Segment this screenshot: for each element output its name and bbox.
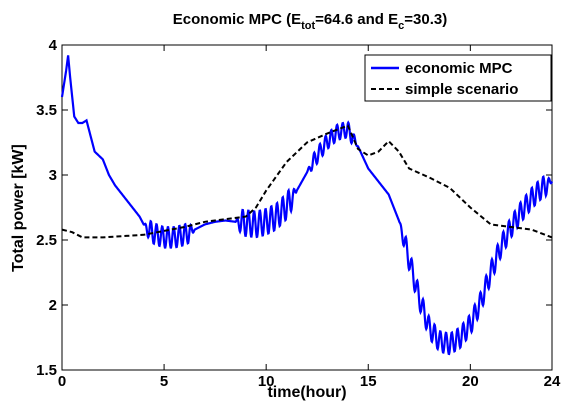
legend-box [364,54,552,102]
title-mid: =64.6 and E [315,11,398,28]
legend-label-simple-scenario: simple scenario [405,81,518,98]
chart-title: Economic MPC (Etot=64.6 and Ec=30.3) [173,11,447,32]
y-tick-label: 3.5 [36,102,57,119]
series-line-economic-mpc [60,55,554,356]
legend: economic MPC simple scenario [364,54,552,102]
x-tick-label: 0 [58,373,66,390]
y-tick-label: 1.5 [36,362,57,379]
title-suffix: =30.3) [404,11,447,28]
legend-label-economic-mpc: economic MPC [405,60,513,77]
y-tick-label: 2 [49,297,57,314]
x-tick-label: 20 [462,373,479,390]
x-tick-label: 10 [258,373,275,390]
title-sub-c: c [398,20,404,32]
x-tick-label: 15 [360,373,377,390]
x-axis-label: time(hour) [267,384,346,401]
title-prefix: Economic MPC (E [173,11,301,28]
y-tick-label: 3 [49,167,57,184]
x-tick-label: 5 [160,373,168,390]
y-tick-label: 2.5 [36,232,57,249]
title-sub-tot: tot [301,20,315,32]
series-layer [60,55,554,356]
series-line-simple-scenario [61,124,553,239]
ticks-layer: 0 5 10 15 20 24 1.5 2 2.5 3 3.5 4 [36,37,561,390]
y-axis-label: Total power [kW] [10,144,27,272]
x-tick-label: 24 [544,373,561,390]
y-tick-label: 4 [49,37,58,54]
